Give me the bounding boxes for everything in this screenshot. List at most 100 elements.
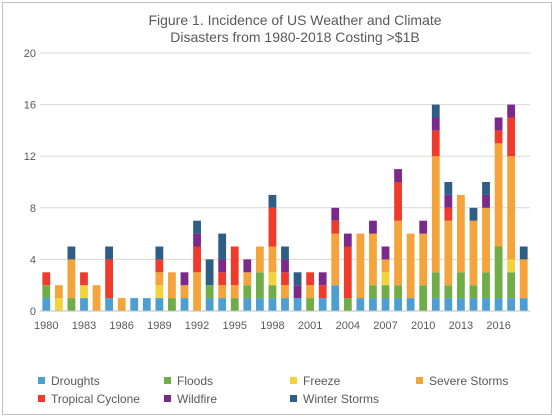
bar-segment-severe-storms-2008 (394, 220, 402, 286)
bar-segment-severe-storms-2014 (469, 220, 478, 286)
x-tick-label: 1998 (260, 320, 284, 332)
bar-segment-floods-2008 (394, 285, 402, 299)
bar-segment-tropical-cyclone-1994 (218, 272, 227, 286)
bar-segment-tropical-cyclone-2004 (343, 246, 352, 299)
bar-segment-floods-2007 (381, 285, 390, 299)
legend-swatch (164, 395, 171, 402)
bar-segment-severe-storms-2005 (356, 233, 365, 299)
legend-swatch (164, 377, 171, 384)
bar-segment-freeze-2017 (507, 259, 516, 273)
bar-segment-tropical-cyclone-1998 (268, 207, 277, 247)
bar-segment-severe-storms-2018 (519, 259, 528, 299)
bar-segment-droughts-2011 (431, 298, 440, 311)
bar-segment-droughts-2016 (494, 298, 503, 311)
bar-segment-wildfire-2011 (431, 117, 440, 131)
bar-segment-floods-1993 (205, 285, 214, 299)
bar-segment-winter-storms-1998 (268, 194, 277, 208)
x-tick-label: 2013 (449, 320, 473, 332)
legend-label: Droughts (51, 374, 100, 388)
bar-segment-wildfire-2000 (293, 285, 302, 299)
bar-segment-freeze-2007 (381, 272, 390, 286)
bar-segment-wildfire-2008 (394, 169, 402, 182)
bar-segment-tropical-cyclone-1995 (230, 246, 239, 286)
bar-segment-severe-storms-1992 (193, 272, 201, 311)
x-tick-label: 1980 (34, 320, 58, 332)
bar-segment-droughts-1989 (155, 298, 164, 311)
bar-segment-floods-2004 (343, 298, 352, 311)
bar-segment-winter-storms-1989 (155, 246, 164, 260)
x-tick-label: 1989 (147, 320, 171, 332)
bar-segment-floods-1997 (255, 272, 264, 299)
bar-segment-floods-1982 (67, 298, 76, 311)
bar-segment-floods-1996 (243, 285, 252, 299)
bar-segment-droughts-1991 (180, 298, 189, 311)
bar-segment-wildfire-2012 (444, 194, 453, 208)
bar-segment-floods-2016 (494, 246, 503, 299)
bar-segment-severe-storms-1994 (218, 285, 227, 299)
legend-swatch (416, 377, 423, 384)
bar-segment-tropical-cyclone-2002 (318, 285, 327, 299)
bar-segment-wildfire-2004 (343, 233, 352, 247)
bar-segment-severe-storms-1996 (243, 272, 252, 286)
bar-segment-severe-storms-2011 (431, 156, 440, 273)
gridlines (40, 52, 530, 260)
bar-segment-severe-storms-2001 (306, 285, 315, 299)
bars (42, 104, 528, 311)
legend-swatch (290, 377, 297, 384)
bar-segment-winter-storms-1985 (105, 246, 114, 260)
chart-title-line-2: Disasters from 1980-2018 Costing >$1B (170, 29, 420, 45)
y-tick-label: 4 (30, 254, 36, 266)
bar-segment-wildfire-1999 (281, 259, 289, 273)
axes: 0 4 8 12 16 20 1980 1983 1986 1989 1992 1995 1998 200… (24, 48, 530, 332)
bar-segment-tropical-cyclone-1985 (105, 259, 114, 299)
bar-segment-floods-1998 (268, 285, 277, 299)
x-tick-label: 1983 (72, 320, 96, 332)
legend-swatch (290, 395, 297, 402)
bar-segment-tropical-cyclone-1980 (42, 272, 51, 286)
bar-segment-severe-storms-2015 (482, 207, 490, 273)
y-tick-label: 12 (24, 151, 36, 163)
legend-item-droughts: Droughts (38, 374, 100, 390)
legend-swatch (38, 377, 45, 384)
bar-segment-tropical-cyclone-1992 (193, 246, 201, 273)
bar-segment-floods-2014 (469, 285, 478, 299)
bar-segment-tropical-cyclone-2012 (444, 207, 453, 221)
legend-item-tropical-cyclone: Tropical Cyclone (38, 392, 140, 408)
legend-label: Wildfire (177, 392, 218, 406)
bar-segment-wildfire-1994 (218, 259, 227, 273)
bar-segment-wildfire-2003 (331, 207, 340, 221)
bar-segment-severe-storms-1989 (155, 272, 164, 286)
y-tick-label: 20 (24, 48, 36, 60)
bar-segment-wildfire-2015 (482, 194, 490, 208)
bar-segment-freeze-1998 (268, 272, 277, 286)
y-tick-label: 16 (24, 100, 36, 112)
bar-segment-severe-storms-1997 (255, 246, 264, 273)
bar-segment-winter-storms-1999 (281, 246, 289, 260)
bar-segment-freeze-1981 (54, 298, 63, 311)
bar-segment-droughts-2005 (356, 298, 365, 311)
bar-segment-severe-storms-2016 (494, 143, 503, 247)
bar-segment-tropical-cyclone-1999 (281, 272, 289, 286)
bar-segment-wildfire-2010 (419, 220, 428, 234)
bar-segment-floods-1995 (230, 298, 239, 311)
bar-segment-floods-2013 (456, 272, 465, 299)
chart-title: Figure 1. Incidence of US Weather and Cl… (60, 12, 530, 46)
bar-segment-severe-storms-2006 (369, 233, 377, 286)
bar-segment-winter-storms-2014 (469, 207, 478, 221)
bar-segment-droughts-1996 (243, 298, 252, 311)
bar-segment-wildfire-2007 (381, 246, 390, 260)
bar-segment-severe-storms-2017 (507, 156, 516, 260)
y-tick-label: 8 (30, 203, 36, 215)
bar-segment-severe-storms-1986 (117, 298, 126, 311)
x-tick-label: 1992 (185, 320, 209, 332)
bar-segment-wildfire-1991 (180, 272, 189, 286)
bar-segment-droughts-2015 (482, 298, 490, 311)
bar-segment-severe-storms-2007 (381, 259, 390, 273)
bar-segment-droughts-2017 (507, 298, 516, 311)
bar-segment-droughts-1998 (268, 298, 277, 311)
legend-item-freeze: Freeze (290, 374, 340, 390)
bar-segment-droughts-2013 (456, 298, 465, 311)
bar-segment-severe-storms-2012 (444, 220, 453, 286)
legend-label: Tropical Cyclone (51, 392, 140, 406)
bar-segment-droughts-1988 (142, 298, 151, 311)
